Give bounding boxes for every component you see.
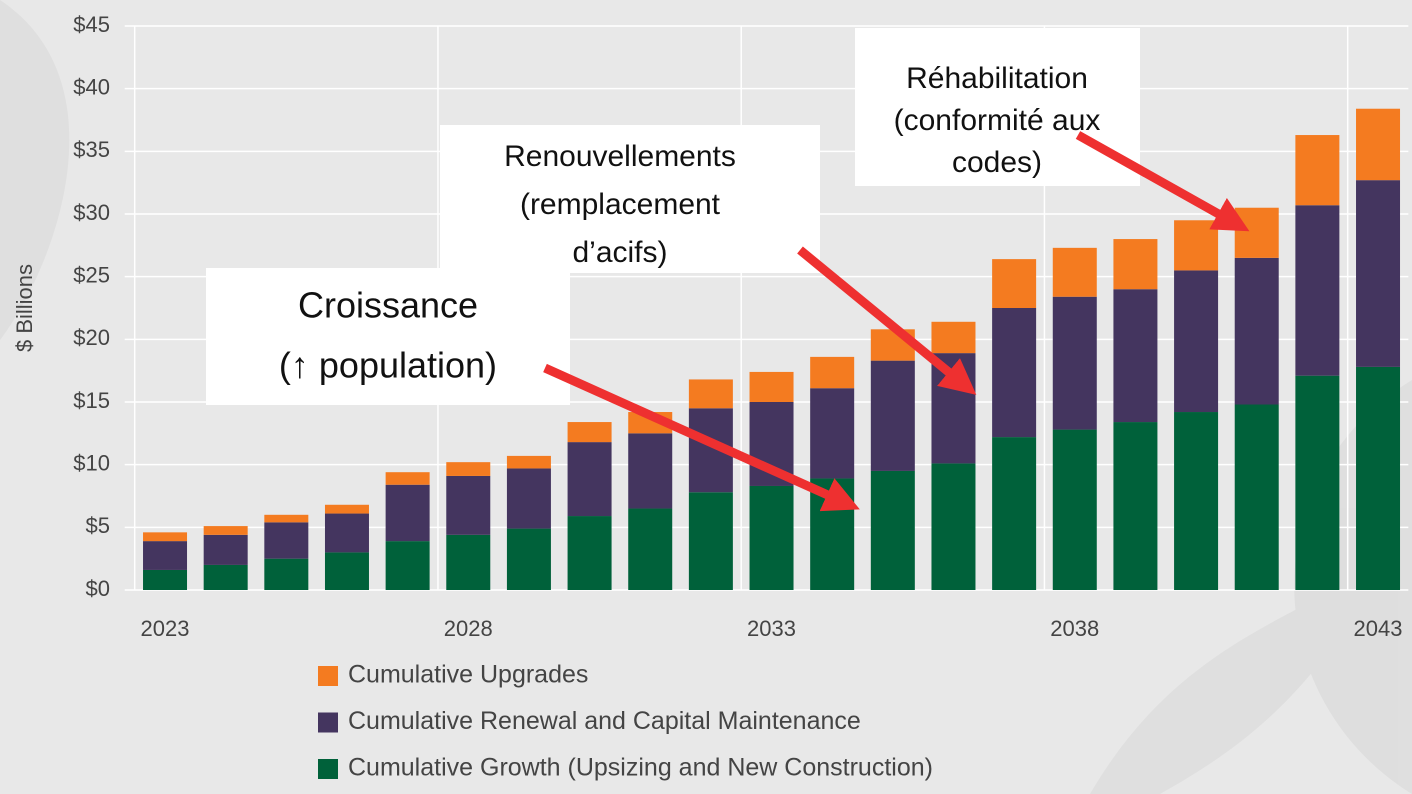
bar-segment <box>1235 405 1279 590</box>
y-tick-label: $10 <box>73 450 110 475</box>
bar-segment <box>992 437 1036 590</box>
annotation-text: (remplacement <box>520 188 721 221</box>
annotation-text: (conformité aux <box>894 104 1101 137</box>
bar-segment <box>931 353 975 463</box>
bar-segment <box>871 471 915 590</box>
bar-segment <box>325 505 369 514</box>
bar-segment <box>750 372 794 402</box>
y-axis-label: $ Billions <box>12 264 37 352</box>
annotation-text: Renouvellements <box>504 140 736 173</box>
bar-segment <box>446 535 490 590</box>
bar-segment <box>204 535 248 565</box>
bar-segment <box>143 541 187 570</box>
bar-segment <box>1174 220 1218 270</box>
bar-segment <box>992 308 1036 437</box>
bar-segment <box>143 570 187 590</box>
annotation-text: codes) <box>952 146 1042 179</box>
bar-segment <box>1053 297 1097 430</box>
y-tick-label: $25 <box>73 262 110 287</box>
bar-segment <box>689 379 733 408</box>
bar-segment <box>1295 205 1339 375</box>
bar-segment <box>386 541 430 590</box>
bar-segment <box>143 532 187 541</box>
x-tick-label: 2028 <box>444 616 493 641</box>
bar-segment <box>810 357 854 388</box>
annotation-text: Croissance <box>298 285 478 326</box>
bar-segment <box>386 472 430 485</box>
bar-segment <box>507 468 551 528</box>
bar-segment <box>1053 248 1097 297</box>
y-tick-label: $40 <box>73 74 110 99</box>
bar-segment <box>325 552 369 590</box>
bar-segment <box>568 442 612 516</box>
bar-segment <box>1053 430 1097 590</box>
bar-segment <box>1295 135 1339 205</box>
bar-segment <box>1235 208 1279 258</box>
bar-segment <box>1356 367 1400 590</box>
bar-segment <box>628 509 672 590</box>
bar-segment <box>568 516 612 590</box>
chart: $ Billions $0 $5 $10 $15 $20 $25 $30 $35 $40 $45 2… <box>0 0 1412 794</box>
bar-segment <box>264 559 308 590</box>
bar-segment <box>689 492 733 590</box>
annotation-text: d’acifs) <box>572 236 667 269</box>
legend-label: Cumulative Renewal and Capital Maintenan… <box>348 707 861 735</box>
x-tick-label: 2038 <box>1050 616 1099 641</box>
bar-segment <box>264 522 308 558</box>
x-tick-label: 2033 <box>747 616 796 641</box>
bar-segment <box>1113 422 1157 590</box>
bar-segment <box>810 388 854 478</box>
bar-segment <box>1174 270 1218 412</box>
bar-segment <box>1113 289 1157 422</box>
bar-segment <box>264 515 308 523</box>
y-tick-label: $15 <box>73 388 110 413</box>
bar-segment <box>507 529 551 590</box>
bar-segment <box>1356 180 1400 367</box>
bar-segment <box>628 433 672 508</box>
bar-segment <box>750 486 794 590</box>
y-tick-label: $0 <box>86 576 110 601</box>
legend-label: Cumulative Upgrades <box>348 661 588 689</box>
y-tick-label: $45 <box>73 12 110 37</box>
bar-segment <box>871 361 915 471</box>
x-tick-label: 2023 <box>141 616 190 641</box>
annotation-text: Réhabilitation <box>906 62 1088 95</box>
legend-label: Cumulative Growth (Upsizing and New Cons… <box>348 754 933 782</box>
bar-segment <box>568 422 612 442</box>
x-tick-label: 2043 <box>1354 616 1403 641</box>
y-tick-label: $35 <box>73 137 110 162</box>
annotation-text: (↑ population) <box>279 345 497 386</box>
bar-segment <box>446 462 490 476</box>
bar-segment <box>204 526 248 535</box>
bar-segment <box>1174 412 1218 590</box>
legend-swatch <box>318 713 338 733</box>
legend-swatch <box>318 666 338 686</box>
bar-segment <box>931 322 975 353</box>
bar-segment <box>992 259 1036 308</box>
bar-segment <box>931 463 975 590</box>
bar-segment <box>1356 109 1400 180</box>
bar-segment <box>386 485 430 541</box>
y-tick-label: $20 <box>73 325 110 350</box>
y-tick-label: $5 <box>86 513 110 538</box>
y-tick-label: $30 <box>73 200 110 225</box>
bar-segment <box>446 476 490 535</box>
bar-segment <box>507 456 551 469</box>
bar-segment <box>1295 376 1339 590</box>
bar-segment <box>325 514 369 553</box>
bar-segment <box>1235 258 1279 405</box>
bar-segment <box>204 565 248 590</box>
bar-segment <box>1113 239 1157 289</box>
legend-swatch <box>318 759 338 779</box>
